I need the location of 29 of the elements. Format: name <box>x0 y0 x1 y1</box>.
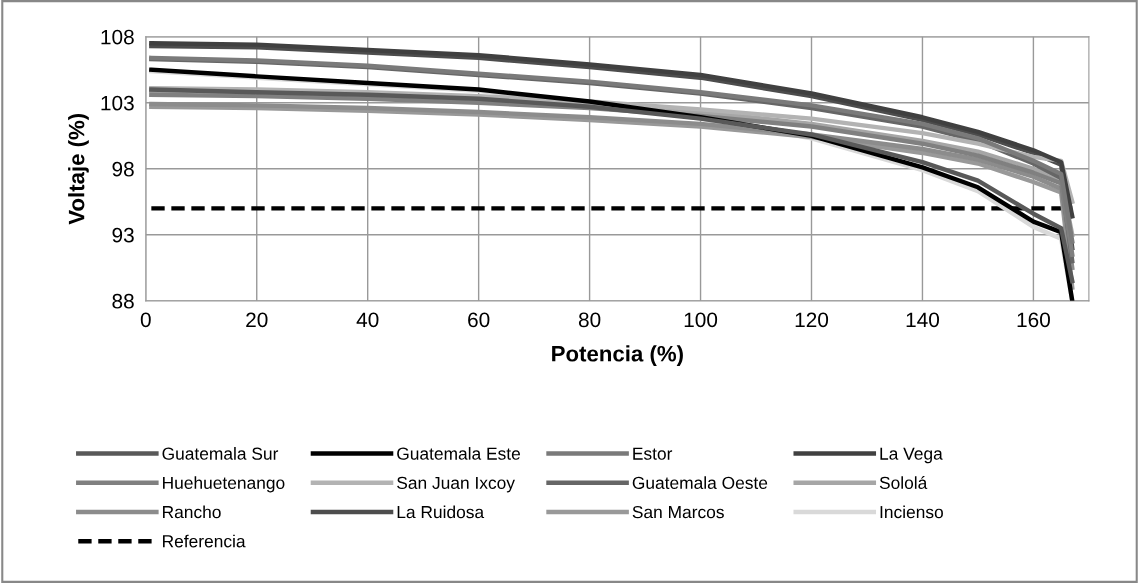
x-tick-label: 40 <box>356 312 379 328</box>
legend-label: San Marcos <box>632 505 724 519</box>
legend-label: Huehuetenango <box>163 476 285 493</box>
legend-label: Referencia <box>163 534 246 548</box>
legend-label: San Juan Ixcoy <box>397 476 515 493</box>
legend-label: La Ruidosa <box>397 505 485 519</box>
legend-label: La Vega <box>880 447 943 464</box>
y-tick-label: 98 <box>112 161 134 177</box>
y-tick-label: 88 <box>112 293 134 309</box>
x-tick-label: 80 <box>578 312 601 328</box>
legend-label: Guatemala Sur <box>162 447 279 460</box>
y-tick-label: 103 <box>101 95 134 111</box>
y-axis-title: Voltaje (%) <box>68 113 89 225</box>
x-tick-label: 0 <box>140 312 151 328</box>
x-axis-title: Potencia (%) <box>552 345 683 366</box>
x-tick-label: 100 <box>684 312 718 328</box>
x-tick-label: 160 <box>1017 312 1050 328</box>
y-tick-label: 108 <box>101 29 134 45</box>
legend-label: Estor <box>633 447 673 460</box>
x-tick-label: 20 <box>246 312 268 328</box>
y-tick-label: 93 <box>112 227 134 243</box>
x-tick-label: 140 <box>906 312 940 328</box>
x-tick-label: 120 <box>795 312 829 328</box>
legend-label: Sololá <box>879 476 928 489</box>
legend-label: Rancho <box>163 505 221 519</box>
legend-label: Guatemala Este <box>397 447 520 460</box>
x-tick-label: 60 <box>468 312 490 328</box>
legend-label: Incienso <box>880 505 943 519</box>
legend-label: Guatemala Oeste <box>632 476 768 489</box>
